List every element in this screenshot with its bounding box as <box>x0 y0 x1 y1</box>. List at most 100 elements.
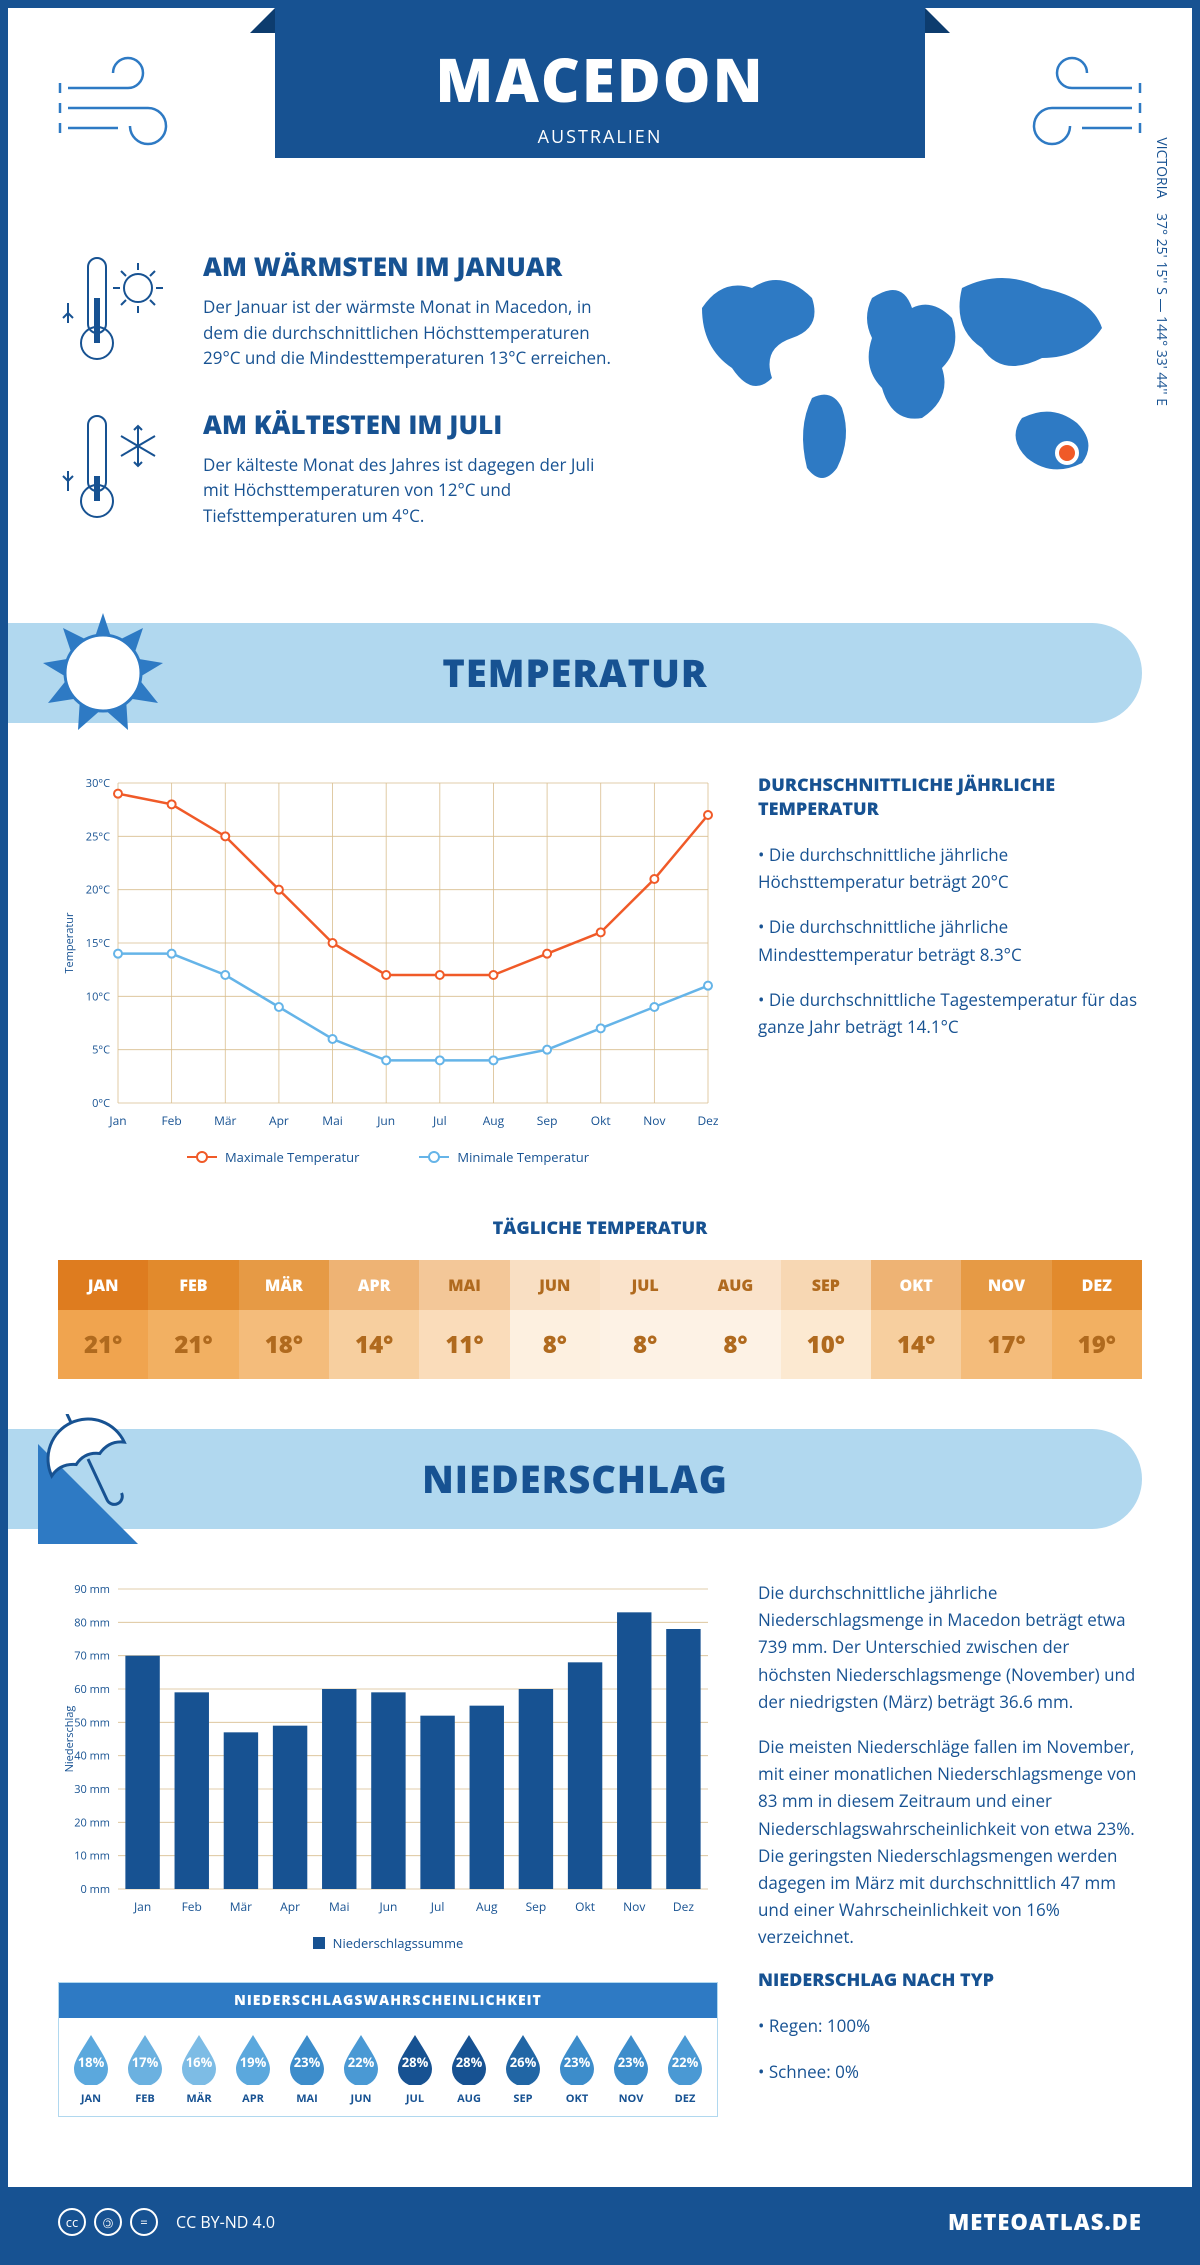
precip-content: 0 mm10 mm20 mm30 mm40 mm50 mm60 mm70 mm8… <box>8 1559 1192 2157</box>
coordinates-label: VICTORIA 37° 25' 15'' S — 144° 33' 44'' … <box>1153 137 1172 406</box>
thermometer-cold-icon <box>58 406 178 526</box>
wind-icon-right <box>1002 48 1142 158</box>
fact-coldest-text: Der kälteste Monat des Jahres ist dagege… <box>203 452 622 529</box>
page: MACEDON AUSTRALIEN <box>0 0 1200 2265</box>
probability-box: NIEDERSCHLAGSWAHRSCHEINLICHKEIT 18%JAN17… <box>58 1982 718 2117</box>
svg-text:Jun: Jun <box>376 1112 395 1129</box>
svg-text:Aug: Aug <box>483 1112 505 1129</box>
temp-column: MAI11° <box>419 1260 509 1379</box>
temp-column: APR14° <box>329 1260 419 1379</box>
probability-title: NIEDERSCHLAGSWAHRSCHEINLICHKEIT <box>59 1983 717 2018</box>
temperature-legend: Maximale Temperatur Minimale Temperatur <box>58 1148 718 1166</box>
svg-text:30 mm: 30 mm <box>74 1782 110 1797</box>
svg-text:10°C: 10°C <box>86 989 110 1004</box>
world-map <box>662 248 1142 508</box>
temperature-side-text: DURCHSCHNITTLICHE JÄHRLICHE TEMPERATUR D… <box>758 773 1142 1166</box>
svg-text:Mär: Mär <box>214 1112 236 1129</box>
avg-temp-title: DURCHSCHNITTLICHE JÄHRLICHE TEMPERATUR <box>758 773 1142 821</box>
svg-text:Niederschlag: Niederschlag <box>62 1706 77 1773</box>
fact-warmest-text: Der Januar ist der wärmste Monat in Mace… <box>203 294 622 371</box>
precip-side-text: Die durchschnittliche jährliche Niedersc… <box>758 1579 1142 2117</box>
daily-temp-title: TÄGLICHE TEMPERATUR <box>8 1216 1192 1240</box>
probability-item: 23%MAI <box>280 2033 334 2106</box>
avg-temp-bullet: Die durchschnittliche Tagestemperatur fü… <box>758 986 1142 1040</box>
license-block: cc 🄯 = CC BY-ND 4.0 <box>58 2208 275 2236</box>
temp-column: JUL8° <box>600 1260 690 1379</box>
svg-text:60 mm: 60 mm <box>74 1682 110 1697</box>
region-label: VICTORIA <box>1153 137 1172 198</box>
svg-text:10 mm: 10 mm <box>74 1849 110 1864</box>
precip-type-item: Regen: 100% <box>758 2012 1142 2039</box>
map-column: VICTORIA 37° 25' 15'' S — 144° 33' 44'' … <box>662 248 1142 563</box>
page-subtitle: AUSTRALIEN <box>275 125 925 149</box>
temperature-content: 0°C5°C10°C15°C20°C25°C30°CJanFebMärAprMa… <box>8 753 1192 1206</box>
legend-min-label: Minimale Temperatur <box>457 1148 589 1166</box>
page-title: MACEDON <box>275 38 925 120</box>
svg-text:80 mm: 80 mm <box>74 1615 110 1630</box>
svg-text:25°C: 25°C <box>86 829 110 844</box>
precip-title: NIEDERSCHLAG <box>168 1453 1142 1505</box>
probability-item: 23%OKT <box>550 2033 604 2106</box>
svg-text:Temperatur: Temperatur <box>62 912 77 974</box>
svg-text:Dez: Dez <box>697 1112 718 1129</box>
temp-column: DEZ19° <box>1052 1260 1142 1379</box>
fact-coldest: AM KÄLTESTEN IM JULI Der kälteste Monat … <box>58 406 622 529</box>
probability-item: 18%JAN <box>64 2033 118 2106</box>
probability-row: 18%JAN17%FEB16%MÄR19%APR23%MAI22%JUN28%J… <box>59 2018 717 2116</box>
svg-text:Jun: Jun <box>378 1898 397 1915</box>
svg-text:30°C: 30°C <box>86 776 110 791</box>
temp-column: FEB21° <box>148 1260 238 1379</box>
probability-item: 28%JUL <box>388 2033 442 2106</box>
svg-text:20 mm: 20 mm <box>74 1815 110 1830</box>
temp-column: AUG8° <box>690 1260 780 1379</box>
avg-temp-bullets: Die durchschnittliche jährliche Höchstte… <box>758 841 1142 1040</box>
svg-text:Feb: Feb <box>182 1898 202 1915</box>
svg-text:Sep: Sep <box>526 1898 547 1915</box>
svg-text:Jul: Jul <box>432 1112 447 1129</box>
header: MACEDON AUSTRALIEN <box>8 8 1192 218</box>
probability-item: 26%SEP <box>496 2033 550 2106</box>
section-header-temperature: TEMPERATUR <box>8 623 1142 723</box>
svg-text:Dez: Dez <box>673 1898 694 1915</box>
svg-text:Mär: Mär <box>230 1898 252 1915</box>
daily-temp-table: JAN21°FEB21°MÄR18°APR14°MAI11°JUN8°JUL8°… <box>58 1260 1142 1379</box>
legend-max-label: Maximale Temperatur <box>225 1148 359 1166</box>
footer: cc 🄯 = CC BY-ND 4.0 METEOATLAS.DE <box>8 2187 1192 2257</box>
probability-item: 22%JUN <box>334 2033 388 2106</box>
nd-icon: = <box>130 2208 158 2236</box>
probability-item: 16%MÄR <box>172 2033 226 2106</box>
svg-text:Aug: Aug <box>476 1898 498 1915</box>
temperature-title: TEMPERATUR <box>168 647 1142 699</box>
temp-column: OKT14° <box>871 1260 961 1379</box>
temp-column: NOV17° <box>961 1260 1051 1379</box>
precip-chart: 0 mm10 mm20 mm30 mm40 mm50 mm60 mm70 mm8… <box>58 1579 718 2117</box>
wind-icon-left <box>58 48 198 158</box>
temp-column: MÄR18° <box>239 1260 329 1379</box>
temperature-chart: 0°C5°C10°C15°C20°C25°C30°CJanFebMärAprMa… <box>58 773 718 1166</box>
precip-types-list: Regen: 100%Schnee: 0% <box>758 2012 1142 2084</box>
precip-paragraph: Die durchschnittliche jährliche Niedersc… <box>758 1579 1142 1715</box>
intro-section: AM WÄRMSTEN IM JANUAR Der Januar ist der… <box>8 218 1192 603</box>
svg-text:5°C: 5°C <box>92 1043 110 1058</box>
site-label: METEOATLAS.DE <box>948 2207 1142 2237</box>
thermometer-hot-icon <box>58 248 178 368</box>
svg-text:50 mm: 50 mm <box>74 1715 110 1730</box>
svg-text:Jan: Jan <box>108 1112 126 1129</box>
svg-text:Apr: Apr <box>269 1112 289 1129</box>
svg-text:Jul: Jul <box>430 1898 445 1915</box>
svg-text:20°C: 20°C <box>86 883 110 898</box>
section-header-precip: NIEDERSCHLAG <box>8 1429 1142 1529</box>
temp-column: JAN21° <box>58 1260 148 1379</box>
fact-coldest-title: AM KÄLTESTEN IM JULI <box>203 406 622 442</box>
probability-item: 19%APR <box>226 2033 280 2106</box>
temp-column: JUN8° <box>510 1260 600 1379</box>
probability-item: 22%DEZ <box>658 2033 712 2106</box>
by-icon: 🄯 <box>94 2208 122 2236</box>
svg-text:Mai: Mai <box>329 1898 350 1915</box>
svg-text:15°C: 15°C <box>86 936 110 951</box>
svg-text:Okt: Okt <box>575 1898 595 1915</box>
svg-text:Jan: Jan <box>133 1898 151 1915</box>
title-banner: MACEDON AUSTRALIEN <box>275 8 925 158</box>
svg-text:70 mm: 70 mm <box>74 1649 110 1664</box>
sun-icon <box>38 608 168 738</box>
